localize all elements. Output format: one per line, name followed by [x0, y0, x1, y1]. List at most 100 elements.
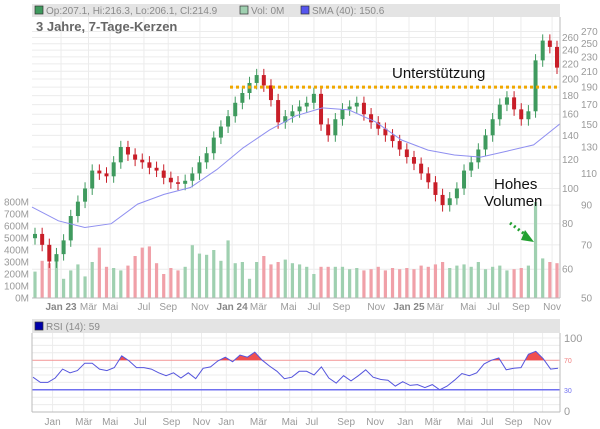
candle-body [190, 173, 195, 181]
volume-bar [262, 256, 266, 298]
price-tick-label: 50 [581, 294, 593, 305]
volume-tick-label: 800M [4, 198, 29, 209]
price-tick-label: 200 [562, 74, 579, 85]
volume-bar [312, 274, 316, 298]
date-tick-label: Mär [250, 302, 268, 313]
chart-title: 3 Jahre, 7-Tage-Kerzen [36, 19, 177, 34]
candle-body [340, 109, 345, 120]
price-tick-label: 220 [562, 59, 579, 70]
volume-tick-label: 400M [4, 246, 29, 257]
candle-body [426, 173, 431, 183]
candle-body [333, 119, 338, 136]
volume-bar [169, 268, 173, 298]
date-tick-label: Sep [333, 302, 351, 313]
price-tick-label: 230 [581, 52, 598, 63]
date-tick-label: Mai [460, 302, 476, 313]
price-axes: 50 60 70 80 90100110120130140150160170180190… [4, 17, 598, 313]
candle-body [47, 244, 52, 262]
rsi-date-tick-label: Jul [134, 417, 147, 428]
volume-bar [476, 262, 480, 298]
volume-bar [97, 247, 101, 298]
volume-bar [276, 262, 280, 298]
rsi-date-tick-label: Mai [102, 417, 118, 428]
candle-body [297, 106, 302, 112]
candle-body [533, 60, 538, 112]
volume-bar [290, 263, 295, 298]
candle-body [183, 180, 188, 184]
date-tick-label: Sep [159, 302, 177, 313]
rsi-overbought-fill [118, 351, 545, 361]
candle-body [547, 40, 552, 47]
candle-body [211, 137, 216, 154]
candle-body [290, 111, 295, 117]
volume-tick-label: 300M [4, 258, 29, 269]
candle-body [376, 122, 381, 129]
volume-bar [433, 264, 438, 298]
candle-body [419, 163, 424, 174]
rsi-date-tick-label: Mai [282, 417, 298, 428]
price-tick-label: 60 [562, 265, 574, 276]
price-tick-label: 260 [562, 33, 579, 44]
candle-body [161, 170, 166, 178]
volume-tick-label: 500M [4, 234, 29, 245]
volume-bar [154, 263, 159, 298]
rsi-plot [32, 350, 560, 391]
date-tick-label: Nov [543, 302, 561, 313]
date-tick-label: Nov [367, 302, 385, 313]
volume-tick-label: 100M [4, 282, 29, 293]
date-tick-label: Jan 24 [217, 302, 249, 313]
candle-body [283, 116, 288, 123]
volume-bar [104, 266, 109, 298]
volume-bar [62, 278, 66, 298]
volume-bar [455, 265, 459, 298]
support-label: Unterstützung [392, 65, 485, 82]
candle-body [118, 147, 123, 163]
volume-bar [405, 268, 409, 298]
price-tick-label: 110 [581, 169, 597, 180]
date-tick-label: Mai [102, 302, 118, 313]
candle-body [411, 157, 416, 164]
candle-body [176, 182, 181, 184]
date-tick-label: Jul [138, 302, 151, 313]
date-tick-label: Mär [80, 302, 98, 313]
volume-bar [269, 264, 273, 298]
candle-body [519, 109, 524, 120]
volume-bar [319, 266, 323, 298]
volume-bar [555, 263, 559, 298]
volume-bar [376, 266, 380, 298]
volume-tick-label: 200M [4, 270, 29, 281]
rsi-date-tick-label: Nov [534, 417, 552, 428]
rsi-date-tick-label: Mai [457, 417, 473, 428]
candle-body [361, 102, 366, 115]
candles [33, 34, 559, 268]
volume-tick-label: 600M [4, 222, 29, 233]
candle-body [90, 170, 95, 189]
price-tick-label: 210 [581, 67, 598, 78]
volume-bar [483, 269, 488, 298]
volume-bar [190, 245, 194, 298]
volume-bar [333, 266, 337, 298]
volume-bar [219, 260, 223, 298]
candle-body [40, 233, 45, 245]
volume-bar [362, 270, 366, 298]
volume-bar [541, 258, 545, 298]
rsi-date-tick-label: Sep [505, 417, 523, 428]
candle-body [497, 104, 502, 120]
volume-tick-label: 700M [4, 210, 29, 221]
candle-body [254, 75, 259, 83]
rsi-date-tick-label: Sep [162, 417, 180, 428]
volume-bar [390, 268, 395, 298]
candle-body [397, 141, 402, 150]
volume-bar [305, 266, 309, 298]
volume-bar [76, 264, 80, 298]
candle-body [168, 177, 173, 183]
volume-bar [369, 269, 373, 298]
volume-bar [112, 268, 116, 298]
volume-bar [462, 264, 466, 298]
price-tick-label: 90 [581, 201, 593, 212]
candle-body [447, 198, 452, 206]
volume-bar [133, 256, 137, 298]
candle-body [147, 162, 152, 168]
rsi-grid [32, 333, 560, 412]
candle-body [383, 128, 388, 136]
